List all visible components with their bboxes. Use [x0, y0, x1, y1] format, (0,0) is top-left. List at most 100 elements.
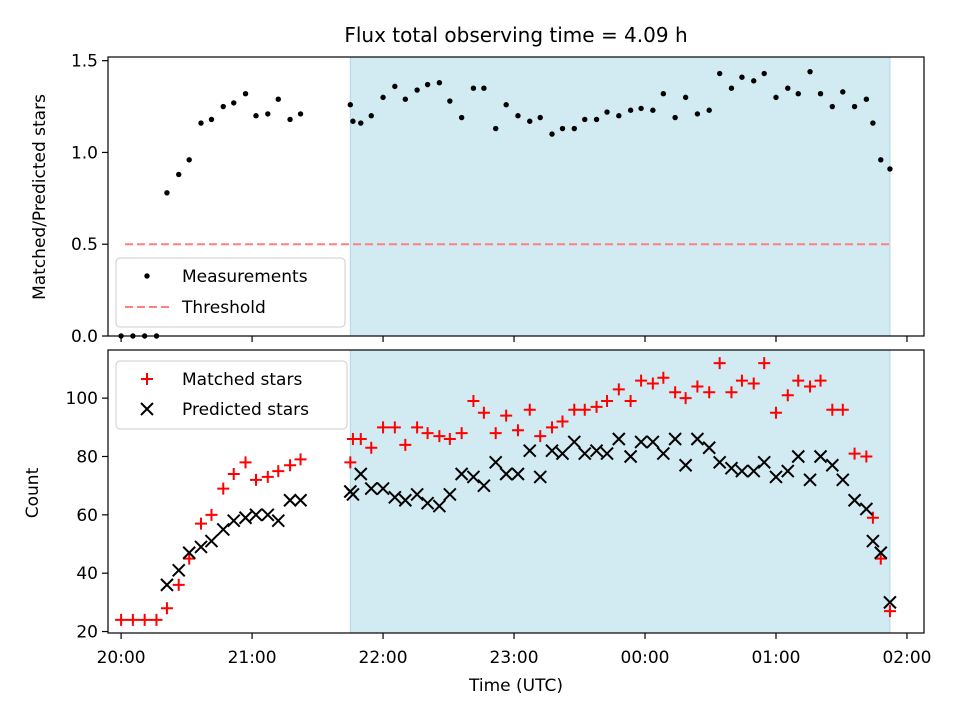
predicted-star-point [612, 432, 626, 446]
top-ytick-label: 1.0 [71, 143, 98, 163]
matched-star-point [635, 374, 648, 387]
measurement-point [785, 85, 791, 91]
predicted-star-point [499, 467, 513, 481]
measurement-point [537, 114, 543, 121]
matched-star-point [669, 386, 682, 399]
predicted-star-point [227, 513, 241, 528]
x-axis-label: Time (UTC) [468, 676, 563, 696]
predicted-star-point [454, 467, 469, 481]
observing-window-shade [349, 56, 891, 337]
predicted-star-point [283, 493, 297, 507]
predicted-star-point [466, 470, 481, 484]
legend-measurements-marker [144, 273, 150, 279]
chart-title: Flux total observing time = 4.09 h [344, 23, 687, 47]
matched-star-point [534, 430, 547, 443]
matched-star-point [455, 427, 468, 440]
matched-star-point [679, 392, 692, 405]
predicted-star-point [578, 446, 592, 461]
predicted-star-point [555, 446, 570, 461]
matched-star-point [284, 459, 297, 472]
matched-star-point [250, 473, 263, 486]
matched-star-point [160, 602, 173, 615]
measurement-point [728, 85, 735, 91]
top-ytick-label: 0.5 [71, 235, 98, 255]
matched-star-point [138, 613, 151, 626]
predicted-star-point [567, 435, 581, 449]
matched-star-point [769, 406, 782, 419]
measurement-point [275, 96, 281, 102]
bottom-ylabel: Count [23, 467, 43, 518]
top-ylabel: Matched/Predicted stars [30, 94, 50, 300]
legend-predicted-label: Predicted stars [182, 400, 309, 420]
measurement-point [392, 83, 398, 90]
predicted-star-point [432, 499, 447, 513]
measurement-point [682, 94, 689, 101]
measurement-point [878, 157, 884, 163]
measurement-point [242, 91, 249, 97]
matched-star-point [411, 421, 424, 434]
measurement-point [751, 78, 757, 84]
measurement-point [164, 190, 170, 196]
predicted-star-point [678, 458, 693, 472]
predicted-star-point [656, 446, 671, 461]
measurement-point [549, 131, 555, 137]
measurement-point [253, 113, 259, 119]
legend-threshold-label: Threshold [181, 298, 266, 318]
matched-star-point [205, 508, 218, 521]
predicted-star-point [836, 473, 850, 487]
measurement-point [176, 171, 182, 178]
bottom-ytick-label: 20 [76, 623, 98, 643]
matched-star-point [601, 395, 614, 408]
measurement-point [186, 157, 192, 163]
measurement-point [660, 91, 667, 97]
measurement-point [414, 87, 420, 93]
measurement-point [424, 81, 431, 88]
matched-star-point [590, 400, 603, 413]
legend-matched-label: Matched stars [182, 370, 302, 390]
matched-star-point [172, 578, 185, 591]
matched-star-point [612, 383, 625, 396]
predicted-star-point [847, 493, 862, 507]
measurement-point [380, 94, 386, 101]
matched-star-point [489, 427, 502, 440]
matched-star-point [421, 427, 434, 440]
measurement-point [527, 118, 533, 124]
predicted-star-point [182, 546, 196, 560]
bottom-ytick-label: 40 [76, 564, 98, 584]
predicted-star-point [646, 435, 660, 449]
matched-star-point [477, 406, 490, 419]
predicted-star-point [216, 522, 230, 537]
matched-star-point [217, 482, 230, 495]
matched-star-point [747, 377, 760, 390]
measurement-point [716, 70, 723, 77]
measurement-point [358, 120, 364, 126]
matched-star-point [194, 517, 207, 530]
measurement-point [198, 120, 204, 126]
bottom-legend: Matched stars Predicted stars [115, 360, 348, 430]
measurement-point [706, 107, 712, 113]
matched-star-point [578, 403, 591, 416]
measurement-point [481, 85, 487, 91]
predicted-star-point [249, 508, 263, 522]
predicted-star-point [668, 432, 682, 446]
matched-star-point [725, 386, 738, 399]
measurement-point [887, 166, 893, 172]
measurement-point [851, 103, 858, 110]
matched-star-point [866, 511, 879, 524]
matched-star-point [646, 377, 659, 390]
measurement-point [739, 74, 745, 80]
measurement-point [571, 125, 577, 132]
measurement-point [616, 113, 622, 119]
matched-star-point [377, 421, 390, 434]
matched-star-point [261, 470, 274, 483]
matched-star-point [443, 432, 456, 445]
matched-star-point [126, 613, 139, 626]
predicted-star-point [791, 449, 805, 464]
predicted-star-point [533, 470, 547, 484]
predicted-star-point [735, 464, 749, 478]
predicted-star-point [477, 478, 491, 493]
matched-star-point [691, 380, 704, 393]
xtick-label: 01:00 [751, 648, 800, 668]
predicted-star-point [398, 493, 413, 507]
